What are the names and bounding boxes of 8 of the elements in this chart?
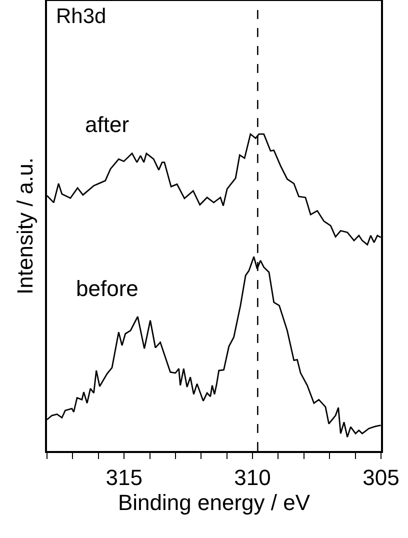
series-label: after xyxy=(85,112,130,137)
x-tick-label: 315 xyxy=(106,465,142,490)
x-axis-title: Binding energy / eV xyxy=(118,490,310,516)
x-tick-label: 310 xyxy=(234,465,271,490)
y-axis-title: Intensity / a.u. xyxy=(12,158,38,294)
series-label: before xyxy=(76,276,138,301)
chart-title: Rh3d xyxy=(56,5,106,28)
x-tick-label: 305 xyxy=(362,465,400,490)
